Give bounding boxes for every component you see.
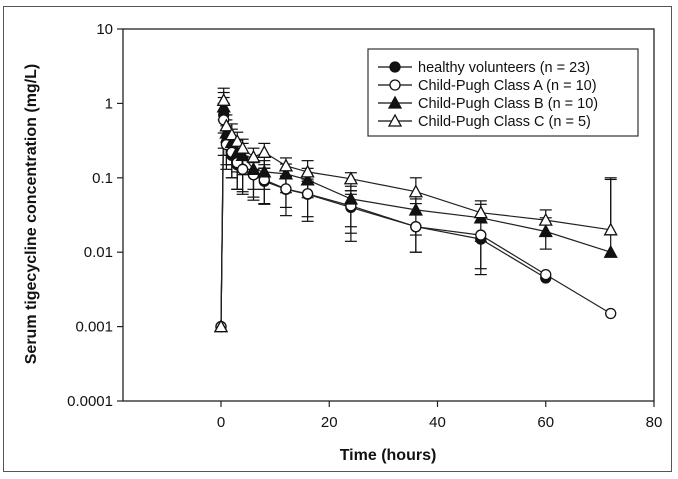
- x-axis-title: Time (hours): [340, 447, 437, 464]
- data-point: [301, 188, 314, 200]
- y-tick-label: 10: [96, 21, 113, 38]
- data-point: [246, 161, 261, 175]
- y-tick-label: 0.0001: [67, 393, 113, 410]
- figure-frame: [3, 6, 672, 472]
- data-point: [280, 183, 292, 195]
- data-point: [538, 212, 553, 226]
- data-point: [605, 307, 617, 320]
- data-point: [216, 92, 231, 106]
- data-point: [538, 224, 553, 238]
- data-point: [278, 158, 294, 172]
- data-point: [603, 222, 618, 236]
- plot-area-border: [122, 28, 655, 402]
- legend-marker-icon: [387, 113, 403, 127]
- x-tick-label: 20: [321, 414, 338, 431]
- x-tick-label: 80: [646, 414, 663, 431]
- data-point: [213, 319, 229, 333]
- data-point: [235, 140, 250, 154]
- legend-label-class-b: Child-Pugh Class B (n = 10): [418, 96, 598, 112]
- data-point: [408, 202, 423, 216]
- legend-marker-icon: [389, 61, 401, 73]
- data-point: [257, 164, 272, 178]
- data-point: [603, 244, 618, 258]
- x-tick-label: 60: [537, 414, 554, 431]
- y-tick-label: 0.1: [92, 170, 113, 187]
- legend: healthy volunteers (n = 23) Child-Pugh C…: [367, 48, 639, 137]
- series-markers: [213, 92, 618, 333]
- data-point: [300, 172, 315, 186]
- data-point: [216, 99, 231, 113]
- x-tick-label: 40: [429, 414, 446, 431]
- data-point: [235, 148, 250, 162]
- data-point: [343, 191, 358, 205]
- data-point: [257, 144, 272, 158]
- y-tick-label: 1: [105, 95, 113, 112]
- y-axis-title: Serum tigecycline concentration (mg/L): [23, 64, 40, 365]
- data-point: [236, 163, 249, 175]
- data-point: [278, 166, 294, 180]
- data-point: [246, 149, 261, 163]
- data-point: [410, 221, 422, 233]
- legend-marker-icon: [387, 95, 403, 109]
- legend-box: [367, 48, 639, 137]
- legend-marker-icon: [389, 79, 401, 91]
- legend-label-class-a: Child-Pugh Class A (n = 10): [418, 78, 597, 94]
- y-tick-label: 0.01: [84, 244, 113, 261]
- data-point: [230, 133, 245, 147]
- data-point: [219, 118, 234, 132]
- data-point: [408, 184, 423, 198]
- data-point: [473, 205, 488, 219]
- y-tick-label: 0.001: [75, 319, 113, 336]
- legend-label-healthy: healthy volunteers (n = 23): [418, 60, 590, 76]
- x-tick-label: 0: [217, 414, 225, 431]
- data-point: [540, 268, 552, 281]
- data-point: [300, 164, 315, 178]
- legend-label-class-c: Child-Pugh Class C (n = 5): [418, 114, 591, 130]
- axes: 10 1 0.1 0.01 0.001 0.0001 0 20 40 60 80: [67, 21, 662, 431]
- data-point: [343, 171, 358, 185]
- data-point: [475, 229, 487, 241]
- data-point: [224, 127, 239, 141]
